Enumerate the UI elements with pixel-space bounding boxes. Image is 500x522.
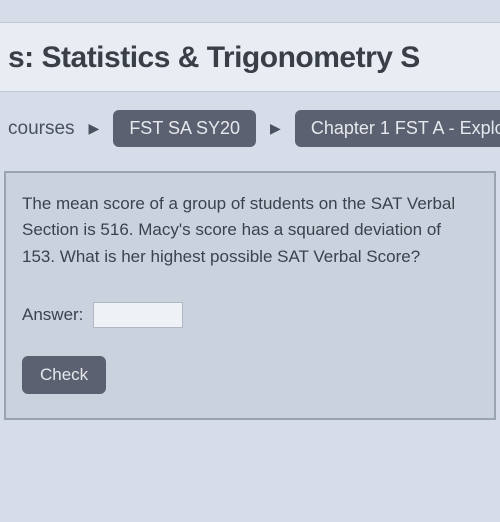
content-area: The mean score of a group of students on… [0, 163, 500, 420]
breadcrumb-course-code[interactable]: FST SA SY20 [113, 110, 256, 147]
breadcrumb-chapter[interactable]: Chapter 1 FST A - Exploring [295, 110, 500, 147]
question-card: The mean score of a group of students on… [4, 171, 496, 420]
answer-row: Answer: [22, 302, 478, 328]
question-text: The mean score of a group of students on… [22, 191, 478, 270]
chevron-right-icon: ▶ [270, 120, 281, 137]
page-title: s: Statistics & Trigonometry S [8, 41, 492, 75]
check-button[interactable]: Check [22, 356, 106, 394]
breadcrumb-courses[interactable]: courses [8, 118, 75, 140]
answer-label: Answer: [22, 305, 83, 325]
answer-input[interactable] [93, 302, 183, 328]
chevron-right-icon: ▶ [89, 120, 100, 137]
breadcrumb: courses ▶ FST SA SY20 ▶ Chapter 1 FST A … [0, 92, 500, 163]
header-band: s: Statistics & Trigonometry S [0, 22, 500, 92]
